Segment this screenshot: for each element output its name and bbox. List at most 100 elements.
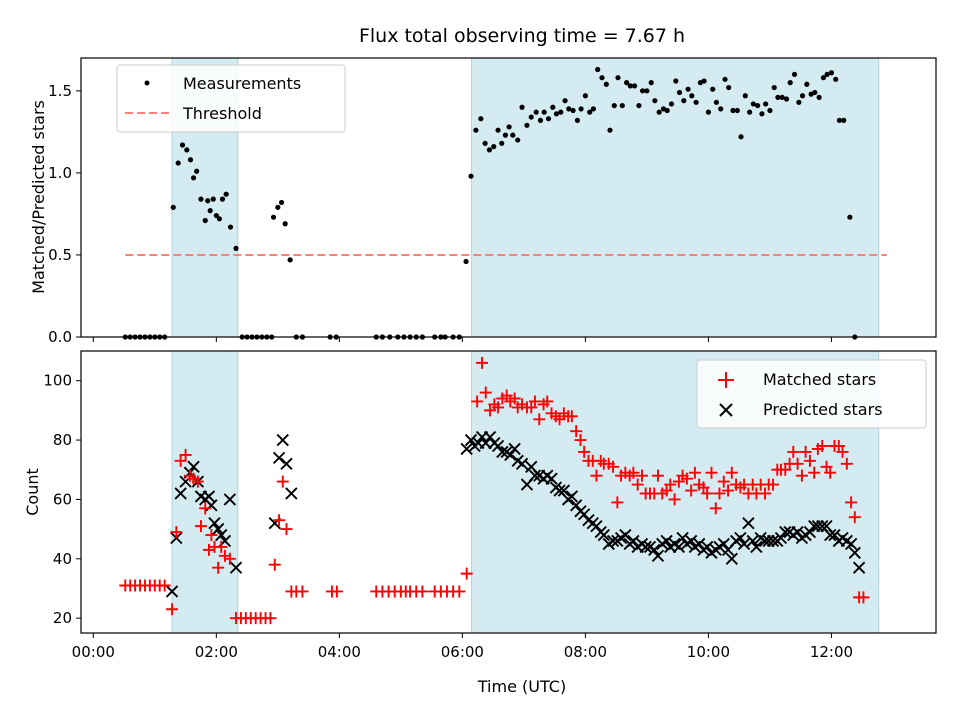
measurement-point [791, 71, 798, 78]
measurement-point [693, 99, 699, 105]
measurement-point [486, 147, 493, 153]
matched-star-point [824, 466, 837, 479]
bottom-y-tick-label: 80 [53, 431, 72, 449]
matched-star-point [680, 472, 693, 485]
matched-star-point [264, 612, 277, 625]
measurement-point [824, 71, 830, 78]
measurement-point [179, 142, 186, 148]
matched-star-point [799, 445, 812, 458]
matched-star-point [179, 448, 192, 461]
matched-star-point [635, 469, 648, 482]
measurement-point [689, 93, 695, 99]
measurement-point [587, 109, 593, 115]
matched-star-point [170, 526, 183, 539]
measurement-point [590, 106, 596, 112]
matched-star-point [453, 585, 466, 598]
measurement-point [738, 134, 744, 140]
measurement-point [533, 109, 539, 115]
measurement-point [836, 117, 843, 123]
measurement-point [499, 140, 505, 146]
matched-star-point [845, 496, 858, 509]
predicted-star-point [606, 534, 620, 548]
measurement-point [282, 221, 288, 227]
measurement-point [603, 81, 609, 87]
measurement-point [524, 122, 530, 128]
matched-star-point [541, 395, 554, 408]
matched-star-point [280, 523, 293, 536]
measurement-point [710, 86, 716, 92]
measurement-point [207, 208, 213, 214]
matched-star-point [627, 466, 640, 479]
predicted-star-point [460, 442, 473, 456]
matched-star-point [296, 585, 309, 598]
measurement-point [198, 196, 204, 202]
predicted-star-point [557, 484, 571, 497]
measurement-point [796, 99, 802, 105]
matched-star-point [215, 540, 228, 553]
matched-star-point [166, 603, 179, 616]
bottom-y-ticks: 20 40 60 80 100 [43, 372, 81, 627]
measurement-point [566, 106, 572, 112]
predicted-star-point [545, 472, 558, 485]
predicted-star-point [639, 540, 652, 554]
predicted-star-point [223, 493, 237, 506]
measurement-point [718, 106, 724, 112]
matched-star-point [722, 484, 735, 497]
matched-star-point [460, 567, 473, 580]
bottom-x-tick-label: 02:00 [195, 643, 238, 661]
top-chart-title: Flux total observing time = 7.67 h [359, 25, 685, 47]
bottom-x-tick-label: 12:00 [810, 643, 853, 661]
measurement-point [202, 217, 208, 224]
predicted-star-point [229, 561, 243, 574]
measurement-point [515, 137, 521, 143]
measurement-point [631, 83, 638, 89]
measurement-point [799, 93, 806, 99]
measurement-point [771, 84, 777, 91]
measurement-point [473, 127, 479, 133]
matched-star-point [590, 469, 603, 482]
measurement-point [624, 80, 630, 86]
measurement-point [582, 93, 588, 99]
matched-star-point [791, 457, 804, 470]
predicted-star-point [619, 528, 632, 542]
predicted-star-point [491, 439, 505, 453]
measurement-point [190, 175, 197, 181]
measurement-point [816, 94, 822, 100]
predicted-star-point [565, 490, 579, 503]
legend-marker-measurements [144, 80, 150, 86]
predicted-star-point [676, 531, 689, 545]
bottom-x-tick-label: 04:00 [318, 643, 361, 661]
bottom-y-tick-label: 40 [53, 550, 72, 568]
matched-star-point [223, 552, 236, 565]
measurement-point [755, 102, 761, 109]
bottom-y-axis-label: Count [23, 468, 42, 516]
predicted-star-point [779, 525, 792, 539]
top-y-ticks: 0.0 0.5 1.0 1.5 [48, 82, 81, 346]
legend-marker-matched [718, 372, 734, 388]
measurement-point [553, 111, 560, 117]
measurement-point [734, 107, 740, 114]
matched-star-point [713, 487, 726, 500]
measurement-point [607, 127, 613, 133]
measurement-point [278, 199, 285, 206]
measurement-point [701, 78, 707, 84]
measurement-point [841, 117, 847, 123]
predicted-star-point [844, 537, 858, 551]
measurement-point [681, 98, 687, 104]
top-y-tick-label: 0.0 [48, 328, 72, 346]
predicted-star-point [651, 549, 665, 562]
measurement-point [759, 111, 765, 117]
predicted-star-point [202, 490, 216, 503]
matched-star-point [766, 478, 779, 491]
top-axes-frame [80, 57, 937, 338]
matched-star-point [857, 591, 870, 604]
predicted-star-point [208, 516, 221, 530]
matched-star-point [611, 496, 624, 509]
matched-star-point [607, 460, 620, 473]
measurement-point [502, 132, 509, 138]
legend-label-threshold: Threshold [182, 104, 262, 123]
predicted-star-point [737, 537, 751, 551]
bottom-x-axis-label: Time (UTC) [477, 677, 566, 696]
measurement-point [656, 109, 662, 115]
measurement-point [558, 109, 564, 115]
